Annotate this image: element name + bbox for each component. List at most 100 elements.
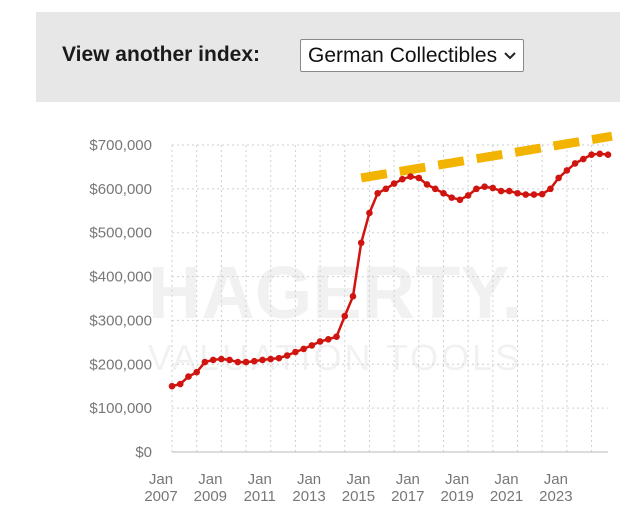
data-point bbox=[333, 333, 340, 340]
data-point bbox=[193, 368, 200, 376]
x-tick-month: Jan bbox=[396, 471, 420, 488]
x-tick-month: Jan bbox=[494, 471, 518, 488]
x-tick-year: 2023 bbox=[539, 488, 572, 505]
data-point bbox=[489, 184, 497, 192]
data-point bbox=[292, 348, 299, 356]
data-point bbox=[201, 358, 209, 366]
data-point bbox=[168, 382, 176, 390]
x-tick-label: Jan 2015 bbox=[342, 471, 375, 505]
y-tick-label: $100,000 bbox=[89, 400, 152, 417]
data-point bbox=[514, 189, 521, 197]
y-tick-label: $0 bbox=[135, 444, 152, 461]
chevron-down-icon bbox=[504, 51, 516, 59]
data-point bbox=[473, 185, 480, 193]
watermark-brand: HAGERTY. bbox=[148, 251, 522, 334]
data-point bbox=[283, 352, 291, 359]
x-tick-label: Jan 2007 bbox=[144, 471, 177, 505]
x-tick-month: Jan bbox=[149, 471, 173, 488]
data-point bbox=[547, 185, 554, 193]
data-point bbox=[366, 209, 373, 217]
data-point bbox=[423, 181, 431, 188]
data-point bbox=[259, 356, 266, 364]
data-point bbox=[390, 180, 398, 187]
x-tick-label: Jan 2019 bbox=[440, 471, 473, 505]
data-point bbox=[300, 345, 307, 353]
y-tick-label: $500,000 bbox=[89, 225, 152, 242]
x-tick-month: Jan bbox=[297, 471, 321, 488]
index-selector-bar: View another index: German Collectibles bbox=[36, 12, 620, 102]
data-point bbox=[267, 355, 275, 363]
data-point bbox=[580, 155, 587, 163]
data-point bbox=[209, 356, 217, 364]
x-tick-label: Jan 2011 bbox=[244, 471, 276, 505]
data-point bbox=[325, 335, 332, 343]
index-selector-label: View another index: bbox=[62, 43, 260, 66]
watermark: HAGERTY. VALUATION TOOLS bbox=[148, 251, 522, 378]
x-tick-year: 2017 bbox=[391, 488, 424, 505]
x-tick-label: Jan 2013 bbox=[292, 471, 325, 505]
x-tick-label: Jan 2021 bbox=[490, 471, 523, 505]
y-tick-label: $600,000 bbox=[89, 181, 152, 198]
index-select-dropdown[interactable]: German Collectibles bbox=[300, 39, 525, 72]
data-point bbox=[596, 150, 604, 158]
data-point bbox=[250, 357, 258, 365]
x-tick-label: Jan 2017 bbox=[391, 471, 424, 505]
x-tick-year: 2019 bbox=[440, 488, 473, 505]
data-point bbox=[530, 191, 538, 198]
data-point bbox=[522, 191, 530, 198]
data-point bbox=[316, 338, 324, 345]
x-tick-month: Jan bbox=[248, 471, 272, 488]
data-point bbox=[226, 356, 233, 364]
x-tick-year: 2013 bbox=[292, 488, 325, 505]
data-point bbox=[185, 373, 192, 380]
y-tick-label: $700,000 bbox=[89, 137, 152, 154]
data-point bbox=[382, 185, 390, 193]
data-point bbox=[505, 187, 513, 195]
y-tick-label: $200,000 bbox=[89, 356, 152, 373]
index-select-value: German Collectibles bbox=[308, 43, 498, 67]
data-point bbox=[399, 175, 406, 183]
trend-line-group bbox=[360, 131, 613, 183]
data-point bbox=[407, 173, 414, 180]
data-point bbox=[448, 194, 455, 201]
data-point bbox=[571, 160, 579, 167]
trend-line bbox=[360, 131, 613, 183]
x-tick-year: 2015 bbox=[342, 488, 375, 505]
data-point bbox=[176, 380, 184, 388]
data-point bbox=[563, 167, 571, 174]
data-point bbox=[234, 358, 242, 366]
data-point bbox=[588, 151, 595, 158]
data-point bbox=[497, 187, 505, 195]
data-point bbox=[538, 190, 546, 198]
data-point bbox=[308, 342, 316, 349]
data-point bbox=[357, 239, 365, 247]
x-tick-year: 2011 bbox=[244, 488, 276, 505]
x-tick-year: 2009 bbox=[194, 488, 227, 505]
data-point bbox=[374, 189, 381, 197]
data-point bbox=[464, 192, 472, 199]
data-point bbox=[242, 358, 250, 366]
data-point bbox=[415, 174, 423, 182]
data-point bbox=[440, 189, 447, 197]
data-point bbox=[555, 174, 562, 182]
data-point bbox=[341, 312, 349, 320]
data-point bbox=[481, 183, 488, 190]
data-point bbox=[604, 151, 612, 158]
y-tick-label: $300,000 bbox=[89, 312, 152, 329]
watermark-subtitle: VALUATION TOOLS bbox=[148, 337, 522, 378]
x-tick-month: Jan bbox=[445, 471, 469, 488]
data-point bbox=[431, 185, 439, 193]
chart-grid bbox=[171, 144, 608, 453]
y-tick-label: $400,000 bbox=[89, 269, 152, 286]
series-group bbox=[168, 150, 612, 390]
x-tick-label: Jan 2009 bbox=[194, 471, 227, 505]
data-point bbox=[456, 196, 464, 204]
data-point bbox=[349, 293, 357, 300]
x-tick-month: Jan bbox=[346, 471, 370, 488]
x-tick-year: 2007 bbox=[144, 488, 177, 505]
x-tick-label: Jan 2023 bbox=[539, 471, 572, 505]
x-tick-year: 2021 bbox=[490, 488, 523, 505]
y-axis: $0 $100,000 $200,000 $300,000 $400,000 $500,0… bbox=[89, 137, 152, 461]
